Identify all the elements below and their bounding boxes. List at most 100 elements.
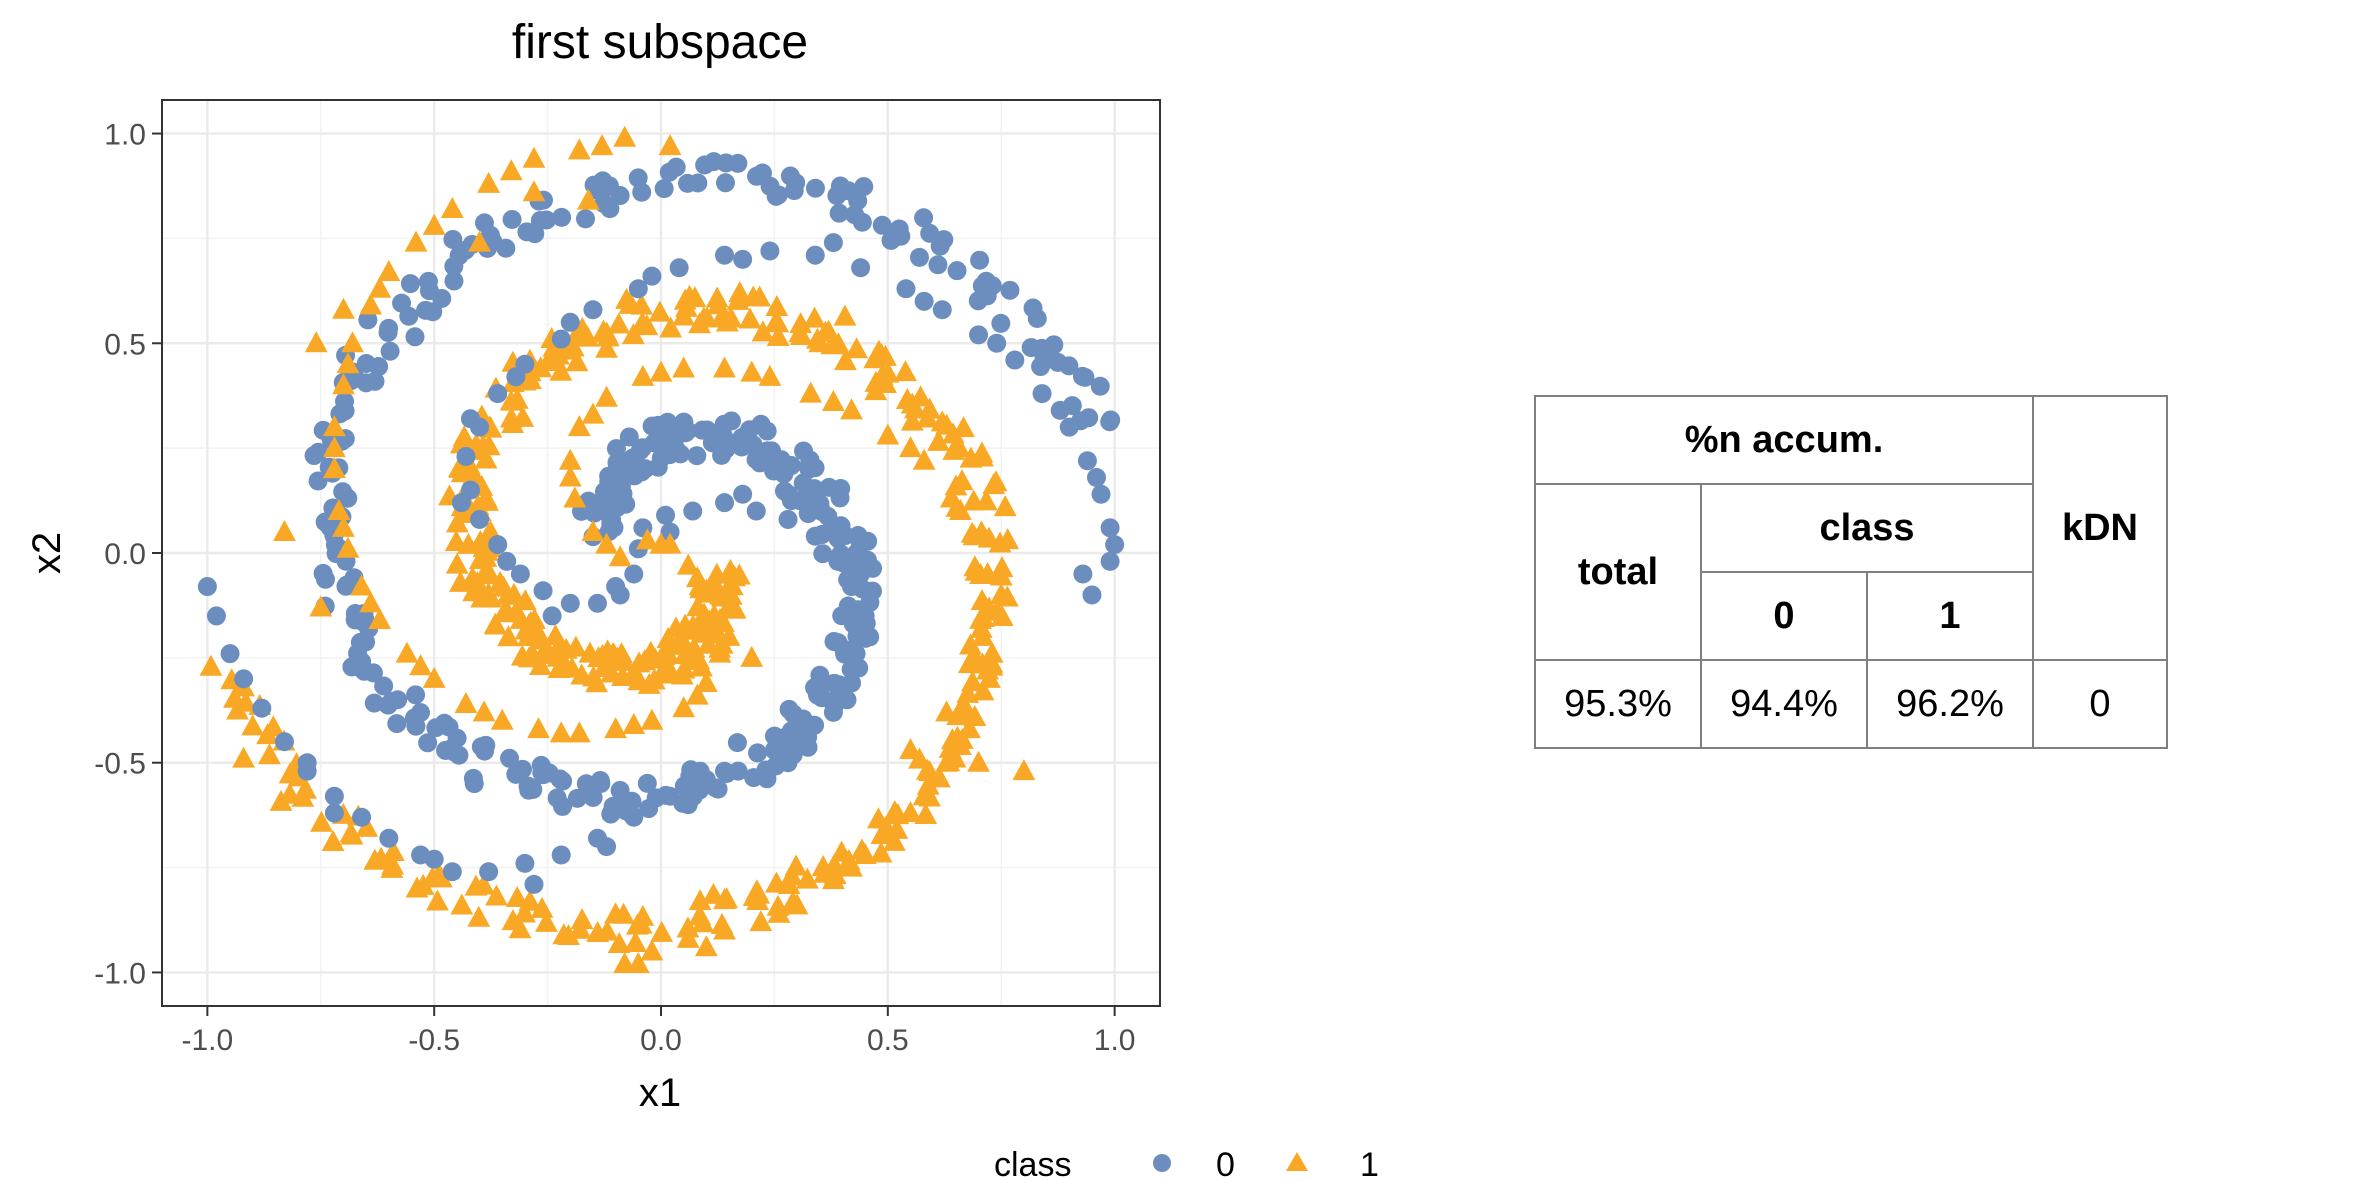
legend-label-class-1: 1 — [1360, 1146, 1379, 1181]
point-class-0 — [805, 458, 825, 478]
point-class-1 — [657, 656, 681, 678]
point-class-1 — [785, 893, 809, 915]
point-class-1 — [949, 499, 972, 521]
point-class-0 — [896, 279, 916, 299]
point-class-0 — [406, 685, 426, 705]
point-class-1 — [1012, 759, 1036, 781]
point-class-1 — [799, 381, 823, 403]
point-class-0 — [947, 261, 967, 281]
point-class-1 — [935, 700, 958, 722]
point-class-0 — [1100, 518, 1120, 538]
point-class-0 — [715, 493, 735, 513]
x-axis-label: x1 — [639, 1071, 681, 1115]
point-class-1 — [927, 429, 950, 451]
point-class-1 — [659, 316, 683, 338]
point-class-0 — [619, 427, 639, 447]
point-class-0 — [728, 761, 748, 781]
point-class-1 — [454, 692, 478, 713]
point-class-1 — [552, 923, 576, 945]
point-class-0 — [488, 384, 508, 404]
point-class-0 — [1050, 400, 1070, 420]
point-class-0 — [970, 250, 990, 270]
point-class-1 — [544, 624, 567, 646]
point-class-0 — [542, 606, 562, 626]
point-class-0 — [914, 208, 934, 228]
point-class-0 — [740, 420, 760, 440]
point-class-1 — [467, 905, 491, 927]
x-tick-label: -0.5 — [408, 1024, 460, 1057]
point-class-0 — [842, 673, 862, 693]
point-class-0 — [451, 493, 471, 513]
point-class-0 — [829, 203, 849, 223]
point-class-1 — [294, 777, 317, 799]
point-class-1 — [474, 447, 498, 469]
point-class-1 — [450, 893, 474, 915]
point-class-0 — [660, 786, 680, 806]
point-class-0 — [991, 313, 1011, 333]
point-class-1 — [462, 463, 486, 485]
point-class-1 — [686, 595, 710, 617]
point-class-0 — [424, 849, 444, 869]
point-class-0 — [324, 786, 344, 806]
point-class-1 — [261, 715, 285, 737]
point-class-1 — [742, 885, 766, 907]
point-class-0 — [733, 249, 753, 269]
point-class-0 — [778, 509, 798, 529]
point-class-0 — [823, 233, 843, 253]
point-class-0 — [760, 241, 780, 261]
point-class-1 — [527, 717, 550, 739]
point-class-1 — [713, 356, 736, 378]
point-class-0 — [841, 659, 861, 679]
point-class-0 — [500, 748, 520, 768]
point-class-1 — [912, 448, 936, 470]
point-class-0 — [727, 733, 747, 753]
point-class-0 — [350, 632, 370, 652]
point-class-0 — [644, 433, 664, 453]
point-class-1 — [840, 855, 863, 877]
point-class-1 — [595, 532, 618, 554]
point-class-0 — [197, 577, 217, 597]
point-class-1 — [322, 415, 346, 437]
point-class-1 — [670, 628, 694, 650]
point-class-1 — [993, 495, 1017, 517]
point-class-0 — [1105, 535, 1125, 555]
point-class-0 — [584, 175, 604, 195]
y-tick-label: -1.0 — [94, 957, 146, 990]
point-class-0 — [567, 788, 587, 808]
point-class-0 — [757, 421, 777, 441]
point-class-1 — [885, 817, 909, 839]
point-class-1 — [864, 379, 888, 401]
point-class-1 — [232, 746, 255, 768]
point-class-1 — [494, 597, 518, 619]
legend-title: class — [994, 1146, 1071, 1181]
point-class-1 — [336, 352, 360, 374]
point-class-0 — [308, 471, 328, 491]
point-class-1 — [649, 360, 673, 382]
point-class-1 — [612, 902, 635, 924]
point-class-0 — [666, 157, 686, 177]
point-class-0 — [642, 266, 662, 286]
point-class-0 — [476, 735, 496, 755]
point-class-0 — [637, 773, 657, 793]
point-class-1 — [581, 520, 605, 542]
point-class-1 — [448, 570, 472, 592]
point-class-1 — [821, 390, 845, 411]
point-class-0 — [760, 444, 780, 464]
point-class-0 — [721, 411, 741, 431]
point-class-0 — [781, 456, 801, 476]
point-class-1 — [808, 331, 832, 353]
point-class-1 — [607, 931, 631, 953]
point-class-0 — [547, 788, 567, 808]
point-class-0 — [813, 544, 833, 564]
point-class-1 — [304, 331, 328, 353]
point-class-1 — [795, 867, 819, 889]
point-class-0 — [560, 593, 580, 613]
point-class-0 — [831, 478, 851, 498]
point-class-0 — [823, 702, 843, 722]
point-class-0 — [968, 291, 988, 311]
point-class-1 — [549, 721, 573, 743]
point-class-1 — [581, 402, 605, 424]
point-class-1 — [595, 919, 619, 941]
point-class-1 — [395, 641, 419, 663]
point-class-1 — [717, 624, 741, 646]
